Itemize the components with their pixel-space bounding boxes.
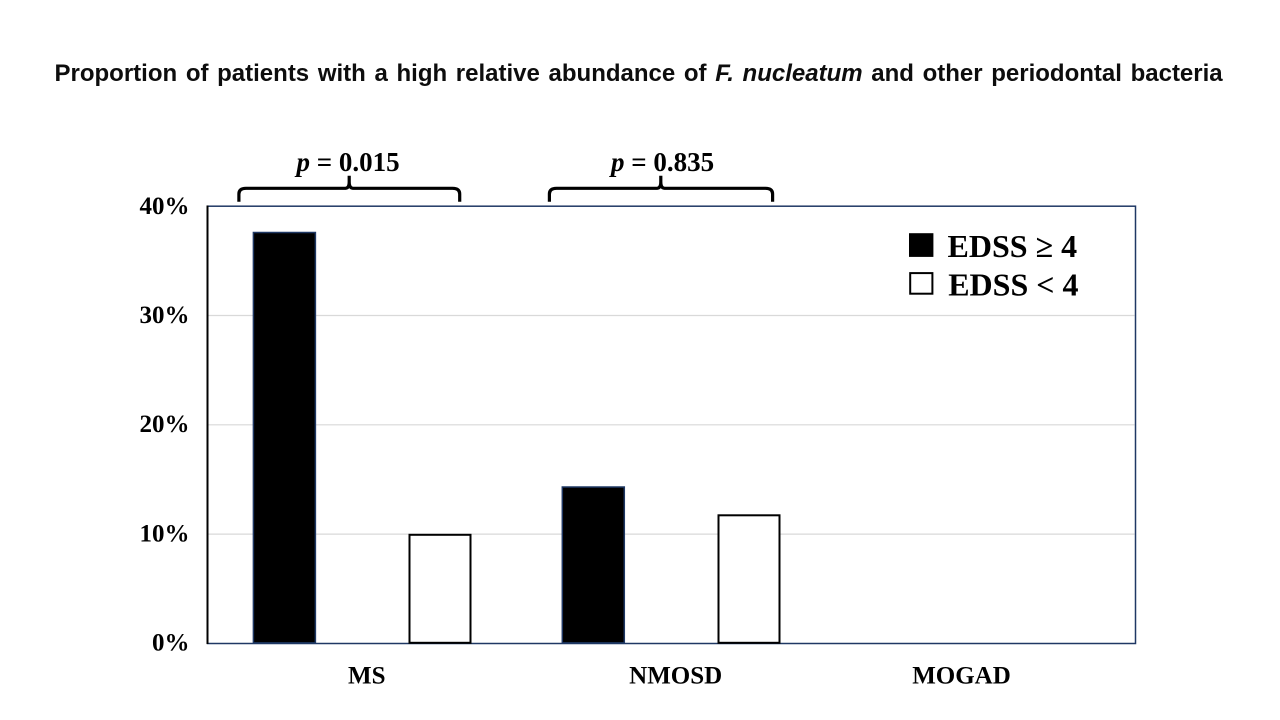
svg-text:EDSS < 4: EDSS < 4 <box>948 266 1078 302</box>
svg-text:MS: MS <box>348 663 386 690</box>
svg-text:20%: 20% <box>140 411 190 438</box>
svg-text:EDSS ≥ 4: EDSS ≥ 4 <box>948 228 1078 264</box>
svg-text:MOGAD: MOGAD <box>912 663 1011 690</box>
svg-text:p = 0.835: p = 0.835 <box>609 147 714 177</box>
svg-text:30%: 30% <box>140 302 190 329</box>
svg-text:p = 0.015: p = 0.015 <box>295 147 400 177</box>
svg-text:10%: 10% <box>140 520 190 547</box>
svg-text:0%: 0% <box>152 629 190 656</box>
svg-text:Proportion of patients with a: Proportion of patients with a high relat… <box>55 60 1224 87</box>
svg-text:NMOSD: NMOSD <box>629 663 722 690</box>
svg-text:40%: 40% <box>140 193 190 220</box>
